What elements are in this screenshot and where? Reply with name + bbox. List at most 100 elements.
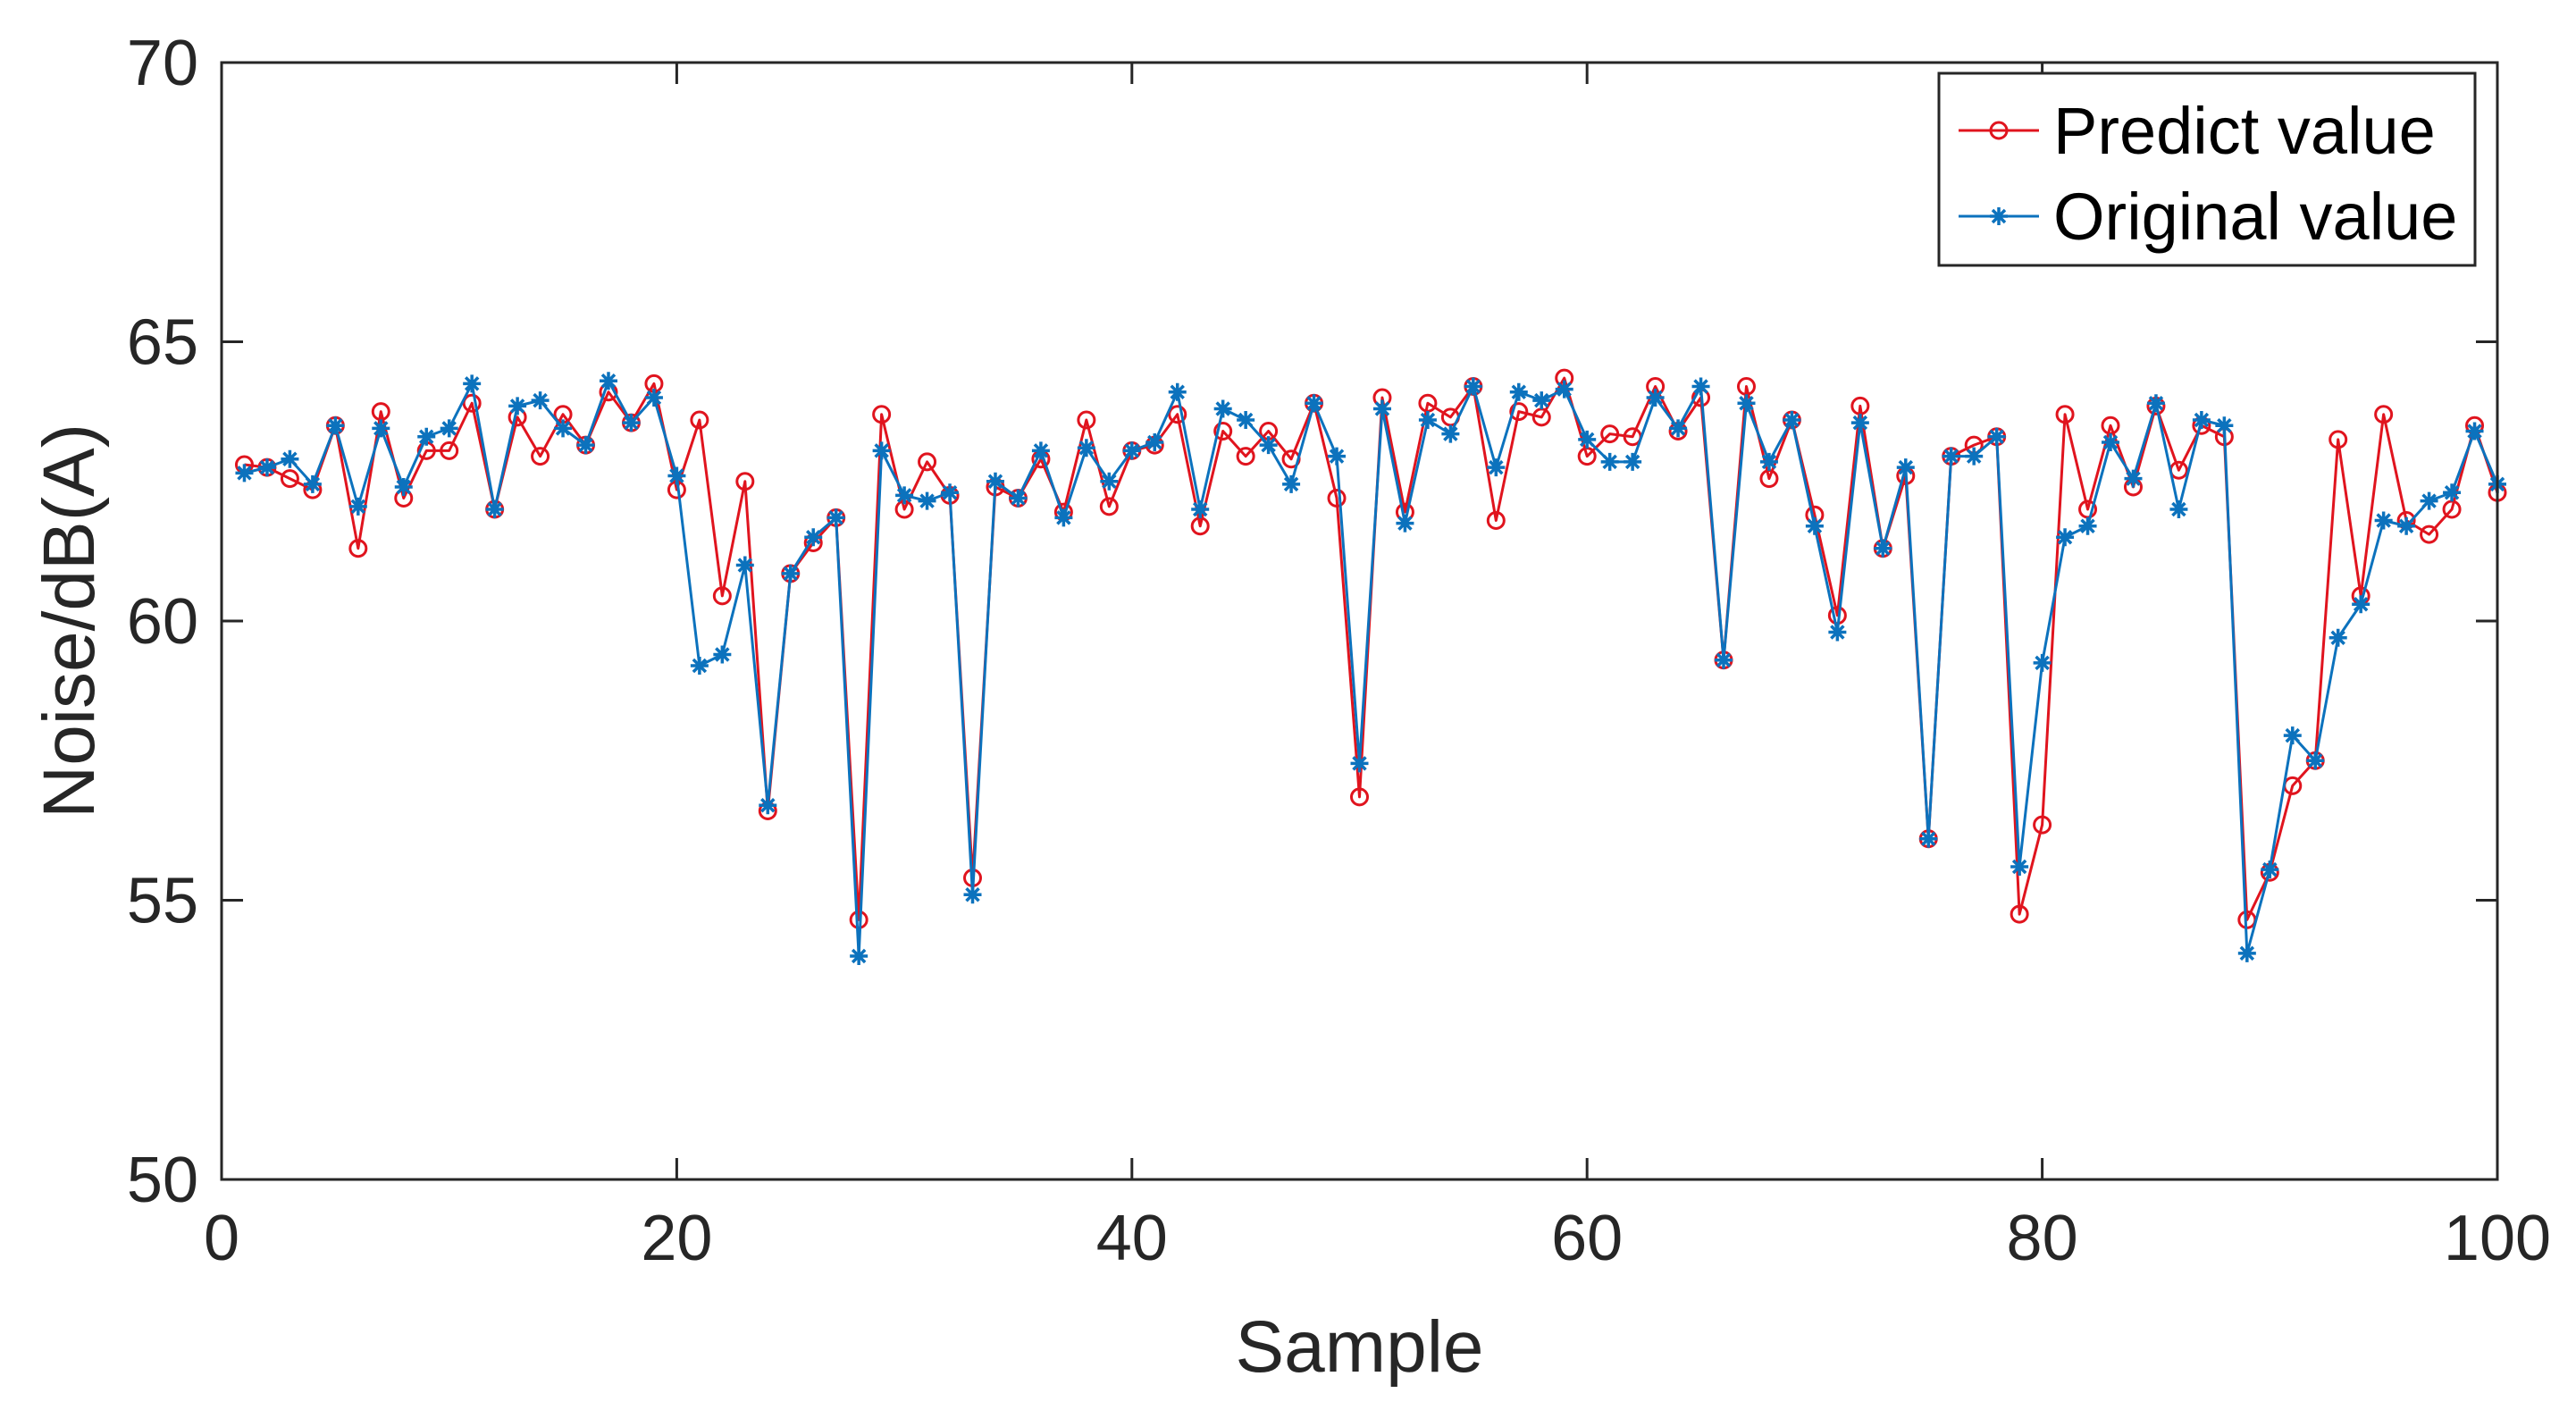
data-point-shape bbox=[1031, 441, 1050, 460]
data-point bbox=[1168, 405, 1187, 424]
data-point bbox=[2261, 860, 2279, 879]
data-point-shape bbox=[326, 416, 345, 435]
data-point-shape bbox=[2056, 528, 2075, 547]
data-point-shape bbox=[1100, 472, 1119, 491]
data-point bbox=[2283, 726, 2302, 745]
x-axis-title: Sample bbox=[1235, 1306, 1483, 1388]
data-point-shape bbox=[1145, 433, 1164, 451]
data-point-shape bbox=[622, 414, 641, 432]
data-point bbox=[1327, 489, 1347, 508]
data-point-shape bbox=[667, 466, 686, 485]
data-point-shape bbox=[1305, 394, 1323, 413]
data-point bbox=[827, 508, 845, 527]
data-point-shape bbox=[235, 464, 254, 483]
data-point-shape bbox=[1372, 399, 1391, 418]
data-point bbox=[1077, 439, 1095, 457]
data-point bbox=[463, 374, 482, 393]
data-point-shape bbox=[2146, 394, 2165, 413]
x-tick-label: 80 bbox=[2007, 1203, 2078, 1274]
data-point bbox=[2010, 858, 2029, 876]
data-point bbox=[531, 391, 550, 410]
data-point-shape bbox=[599, 372, 617, 390]
data-point bbox=[1282, 474, 1301, 493]
data-point-shape bbox=[1600, 452, 1619, 471]
data-point bbox=[2010, 904, 2029, 924]
data-point bbox=[281, 449, 299, 468]
data-point bbox=[1987, 427, 2006, 446]
data-point-shape bbox=[895, 486, 914, 505]
y-tick-label: 50 bbox=[127, 1145, 198, 1216]
data-point-shape bbox=[2352, 595, 2370, 614]
data-point bbox=[1600, 452, 1619, 471]
data-point bbox=[2078, 516, 2097, 535]
data-point-shape bbox=[1759, 452, 1778, 471]
data-point-shape bbox=[2010, 858, 2029, 876]
data-point-shape bbox=[348, 497, 367, 516]
data-point-shape bbox=[2261, 860, 2279, 879]
data-point bbox=[713, 645, 732, 664]
data-point bbox=[348, 497, 367, 516]
data-point bbox=[326, 416, 345, 435]
data-point bbox=[1691, 377, 1710, 396]
data-point bbox=[2374, 405, 2394, 424]
data-point bbox=[440, 441, 459, 460]
data-point-shape bbox=[1191, 500, 1210, 518]
data-point-shape bbox=[644, 389, 663, 407]
data-point bbox=[2443, 483, 2462, 502]
data-point bbox=[235, 464, 254, 483]
data-point bbox=[417, 427, 436, 446]
legend-marker-shape bbox=[1990, 207, 2008, 225]
data-point bbox=[690, 657, 709, 675]
data-point-shape bbox=[281, 449, 299, 468]
data-point-shape bbox=[713, 645, 732, 664]
y-tick-label: 70 bbox=[127, 28, 198, 99]
data-point-shape bbox=[1122, 441, 1141, 460]
data-point bbox=[804, 528, 823, 547]
data-point bbox=[895, 486, 914, 505]
data-point bbox=[2033, 653, 2052, 672]
axes-layer: 0 20 40 60 80 100 50 55 60 65 70 bbox=[127, 28, 2551, 1274]
data-point bbox=[1191, 500, 1210, 518]
data-point bbox=[1919, 829, 1938, 848]
data-point bbox=[1213, 422, 1233, 441]
data-point bbox=[1737, 394, 1756, 413]
data-point-shape bbox=[1487, 458, 1506, 477]
data-point-shape bbox=[1828, 623, 1847, 642]
data-point-shape bbox=[827, 508, 845, 527]
data-point bbox=[2237, 944, 2256, 962]
data-point bbox=[1896, 458, 1915, 477]
data-point bbox=[2192, 411, 2211, 429]
data-point-shape bbox=[1919, 829, 1938, 848]
data-point bbox=[394, 478, 413, 496]
data-point bbox=[1464, 377, 1482, 396]
data-point bbox=[690, 410, 709, 430]
data-point bbox=[1145, 433, 1164, 451]
data-point bbox=[2328, 628, 2347, 647]
data-point-shape bbox=[1077, 439, 1095, 457]
data-point bbox=[872, 441, 891, 460]
data-point-shape bbox=[1282, 474, 1301, 493]
series-layer bbox=[234, 368, 2507, 965]
y-tick-label: 65 bbox=[127, 307, 198, 379]
data-point-shape bbox=[1418, 411, 1437, 429]
data-point bbox=[644, 389, 663, 407]
series-line bbox=[244, 379, 2499, 958]
data-point bbox=[2328, 430, 2348, 449]
data-point bbox=[1805, 516, 1824, 535]
data-point bbox=[759, 796, 777, 815]
data-point-shape bbox=[2465, 422, 2484, 441]
data-point bbox=[735, 472, 755, 491]
data-point bbox=[781, 564, 800, 583]
data-point-shape bbox=[1532, 391, 1551, 410]
data-point-shape bbox=[2215, 416, 2234, 435]
data-point-shape bbox=[1328, 447, 1347, 466]
data-point-shape bbox=[1624, 452, 1642, 471]
data-point-shape bbox=[1009, 489, 1028, 508]
data-point bbox=[303, 474, 322, 493]
data-point bbox=[1328, 447, 1347, 466]
data-point-shape bbox=[554, 419, 573, 438]
data-point-shape bbox=[2124, 469, 2143, 488]
data-point-shape bbox=[1805, 516, 1824, 535]
data-point bbox=[1054, 508, 1073, 527]
